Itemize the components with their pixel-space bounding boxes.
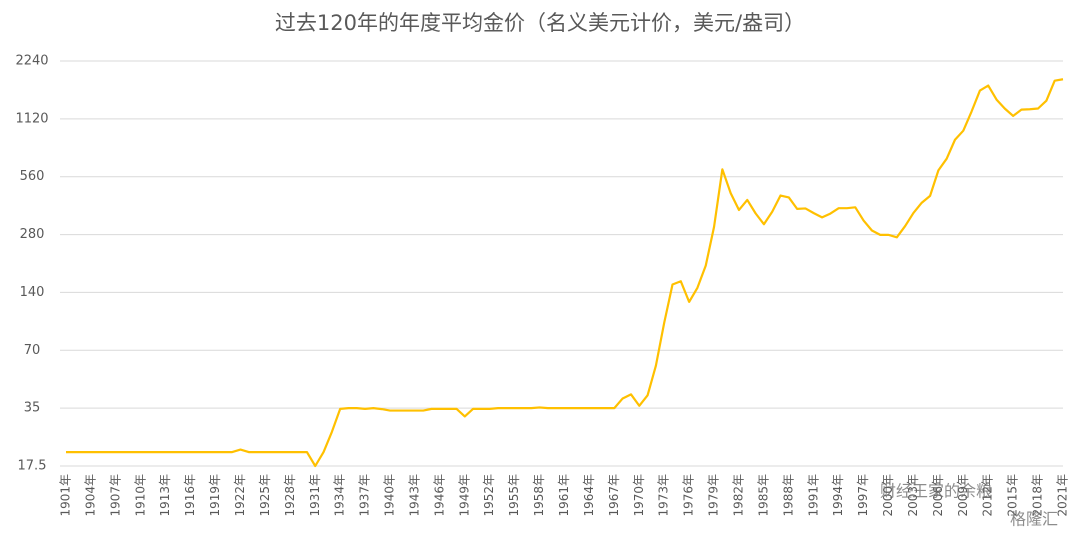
y-tick-label: 560 xyxy=(20,169,45,184)
x-tick-label: 1937年 xyxy=(358,474,372,517)
x-tick-label: 2009年 xyxy=(956,474,970,517)
line xyxy=(66,78,1064,468)
x-tick-label: 2015年 xyxy=(1006,474,1020,517)
x-tick-label: 1943年 xyxy=(407,474,421,517)
x-tick-label: 1913年 xyxy=(158,474,172,517)
x-tick-label: 1910年 xyxy=(133,474,147,517)
x-tick-label: 1931年 xyxy=(308,474,322,517)
y-tick-label: 140 xyxy=(20,285,45,300)
x-tick-label: 1949年 xyxy=(457,474,471,517)
x-tick-label: 1916年 xyxy=(183,474,197,517)
x-tick-label: 1997年 xyxy=(856,474,870,517)
x-tick-label: 1991年 xyxy=(806,474,820,517)
x-tick-label: 1982年 xyxy=(731,474,745,517)
x-tick-label: 1904年 xyxy=(83,474,97,517)
x-tick-label: 2006年 xyxy=(931,474,945,517)
x-tick-label: 1955年 xyxy=(507,474,521,517)
x-tick-label: 1928年 xyxy=(283,474,297,517)
x-tick-label: 1940年 xyxy=(383,474,397,517)
x-tick-label: 1925年 xyxy=(258,474,272,517)
watermark: 格隆汇 xyxy=(1010,510,1058,529)
x-tick-label: 1985年 xyxy=(756,474,770,517)
x-tick-label: 1967年 xyxy=(607,474,621,517)
x-tick-label: 2021年 xyxy=(1056,474,1070,517)
x-tick-label: 2018年 xyxy=(1031,474,1045,517)
x-tick-label: 1988年 xyxy=(781,474,795,517)
x-tick-label: 1973年 xyxy=(657,474,671,517)
y-tick-label: 1120 xyxy=(15,111,48,126)
x-tick-label: 2003年 xyxy=(906,474,920,517)
x-tick-label: 1964年 xyxy=(582,474,596,517)
x-tick-label: 1961年 xyxy=(557,474,571,517)
x-tick-label: 1958年 xyxy=(532,474,546,517)
x-tick-label: 1970年 xyxy=(632,474,646,517)
x-tick-label: 1946年 xyxy=(432,474,446,517)
y-tick-label: 280 xyxy=(20,227,45,242)
watermark: 财经王家的余粮 xyxy=(880,482,992,501)
y-tick-label: 35 xyxy=(24,401,41,416)
x-tick-label: 1934年 xyxy=(333,474,347,517)
x-tick-label: 1907年 xyxy=(108,474,122,517)
y-tick-label: 70 xyxy=(24,343,41,358)
x-tick-label: 2000年 xyxy=(881,474,895,517)
chart-title: 过去120年的年度平均金价（名义美元计价，美元/盎司） xyxy=(275,11,805,35)
x-tick-label: 1919年 xyxy=(208,474,222,517)
x-tick-label: 2012年 xyxy=(981,474,995,517)
x-tick-label: 1994年 xyxy=(831,474,845,517)
x-tick-label: 1976年 xyxy=(682,474,696,517)
x-tick-label: 1922年 xyxy=(233,474,247,517)
x-tick-label: 1901年 xyxy=(59,474,73,517)
y-tick-label: 17.5 xyxy=(18,459,47,474)
x-tick-label: 1952年 xyxy=(482,474,496,517)
y-tick-label: 2240 xyxy=(15,54,48,69)
x-tick-label: 1979年 xyxy=(707,474,721,517)
